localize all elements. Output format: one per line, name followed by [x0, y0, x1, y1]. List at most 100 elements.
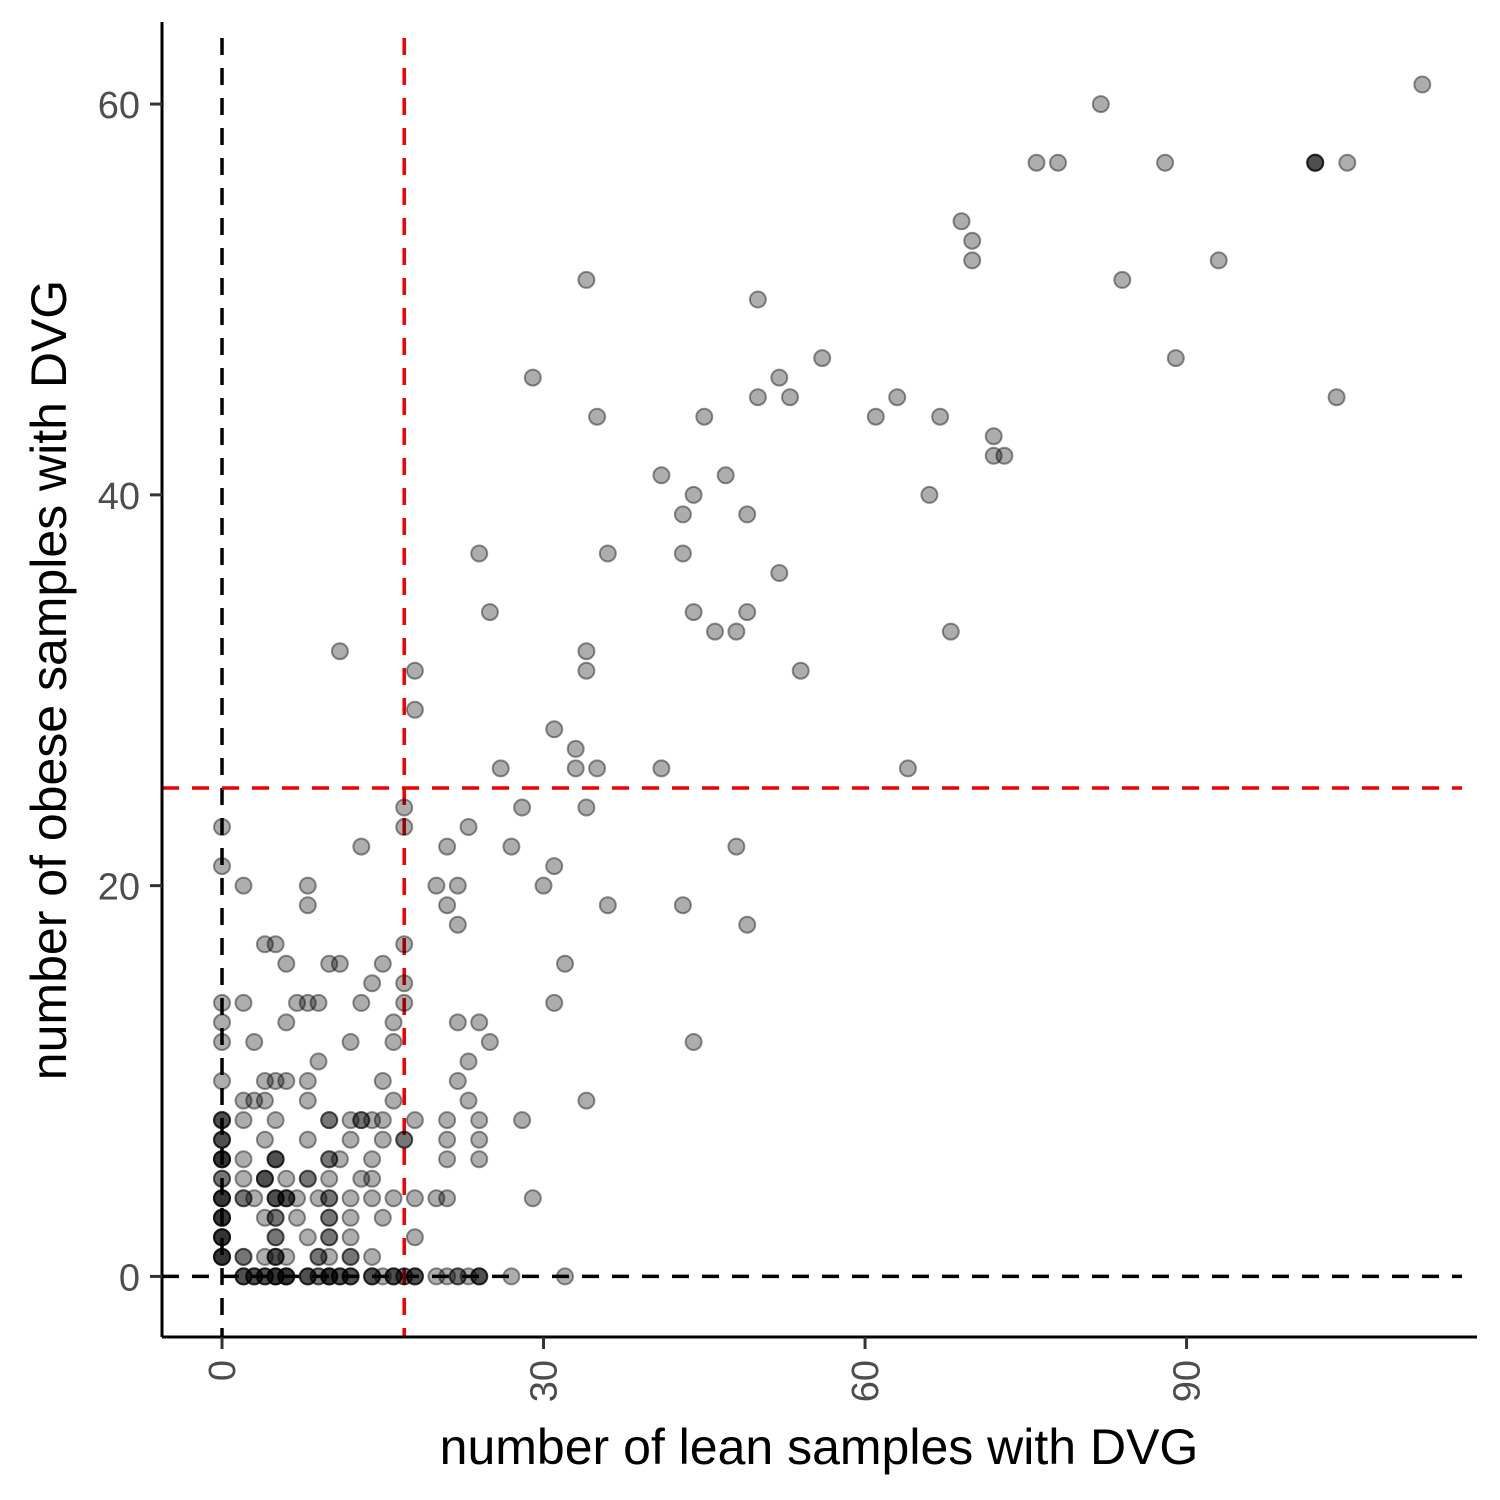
data-point	[341, 1189, 360, 1208]
data-point	[266, 1228, 285, 1247]
data-point	[523, 368, 542, 387]
data-point	[255, 1091, 274, 1110]
data-point	[320, 1150, 339, 1169]
data-point	[341, 1247, 360, 1266]
data-point	[395, 974, 414, 993]
data-point	[330, 954, 349, 973]
data-point	[277, 1267, 296, 1286]
data-point	[513, 798, 532, 817]
data-point	[931, 407, 950, 426]
data-point	[213, 993, 231, 1012]
data-point	[330, 1150, 349, 1169]
data-point	[384, 1267, 403, 1286]
data-point	[320, 1267, 339, 1286]
data-point	[234, 1091, 253, 1110]
data-point	[213, 1169, 231, 1188]
data-point	[673, 505, 692, 524]
data-point	[716, 466, 735, 485]
data-point	[448, 1267, 467, 1286]
data-point	[320, 1208, 339, 1227]
data-point	[384, 1013, 403, 1032]
data-point	[652, 759, 671, 778]
data-point	[330, 642, 349, 661]
data-point	[320, 1208, 339, 1227]
data-point	[448, 1013, 467, 1032]
data-point	[738, 603, 757, 622]
data-point	[245, 1189, 264, 1208]
data-point	[320, 954, 339, 973]
data-point	[373, 1111, 392, 1130]
data-point	[738, 915, 757, 934]
data-point	[684, 485, 703, 504]
x-axis-title: number of lean samples with DVG	[440, 1419, 1199, 1475]
data-point	[298, 993, 317, 1012]
data-point	[298, 1267, 317, 1286]
data-point	[684, 603, 703, 622]
data-point	[341, 1208, 360, 1227]
y-tick-label: 40	[98, 476, 140, 518]
data-point	[298, 1091, 317, 1110]
data-point	[298, 1228, 317, 1247]
data-point	[1091, 95, 1110, 114]
data-point	[373, 1208, 392, 1227]
reference-lines	[162, 38, 1462, 1337]
data-point	[963, 251, 982, 270]
data-point	[438, 1189, 457, 1208]
data-point	[277, 1189, 296, 1208]
data-point	[277, 1267, 296, 1286]
data-point	[298, 1169, 317, 1188]
data-point	[502, 1267, 521, 1286]
data-point	[255, 1267, 274, 1286]
data-point	[459, 818, 478, 836]
data-point	[320, 1247, 339, 1266]
data-point	[363, 1267, 382, 1286]
data-point	[341, 1111, 360, 1130]
data-point	[255, 1267, 274, 1286]
data-point	[577, 270, 596, 289]
data-point	[245, 1033, 264, 1051]
data-point	[213, 1150, 231, 1169]
data-point	[588, 759, 607, 778]
data-point	[266, 1150, 285, 1169]
data-point	[255, 1169, 274, 1188]
data-point	[556, 1267, 574, 1286]
data-point	[309, 1247, 328, 1266]
data-point	[395, 1130, 414, 1149]
data-point	[213, 1130, 231, 1149]
data-point	[405, 700, 424, 719]
data-point	[438, 1111, 457, 1130]
data-point	[330, 1267, 349, 1286]
data-point	[898, 759, 917, 778]
data-point	[266, 1150, 285, 1169]
data-point	[384, 1189, 403, 1208]
data-point	[727, 622, 746, 641]
data-point	[213, 1189, 231, 1208]
data-point	[341, 1267, 360, 1286]
data-point	[352, 1169, 371, 1188]
data-point	[245, 1267, 264, 1286]
x-tick-label: 0	[202, 1360, 244, 1381]
data-point	[448, 876, 467, 895]
data-point	[213, 1189, 231, 1208]
data-point	[695, 407, 714, 426]
data-point	[363, 1247, 382, 1266]
data-point	[373, 1130, 392, 1149]
data-point	[298, 1072, 317, 1090]
data-point	[770, 368, 789, 387]
data-point	[320, 1267, 339, 1286]
data-point	[277, 1189, 296, 1208]
data-point	[866, 407, 885, 426]
data-point	[984, 446, 1003, 465]
data-point	[545, 720, 564, 739]
data-point	[395, 993, 414, 1012]
data-point	[963, 231, 982, 250]
data-point	[598, 544, 617, 563]
data-point	[588, 407, 607, 426]
data-point	[266, 1208, 285, 1227]
data-point	[234, 1150, 253, 1169]
data-point	[438, 896, 457, 915]
data-point	[995, 446, 1014, 465]
data-point	[320, 1111, 339, 1130]
data-point	[266, 1072, 285, 1090]
